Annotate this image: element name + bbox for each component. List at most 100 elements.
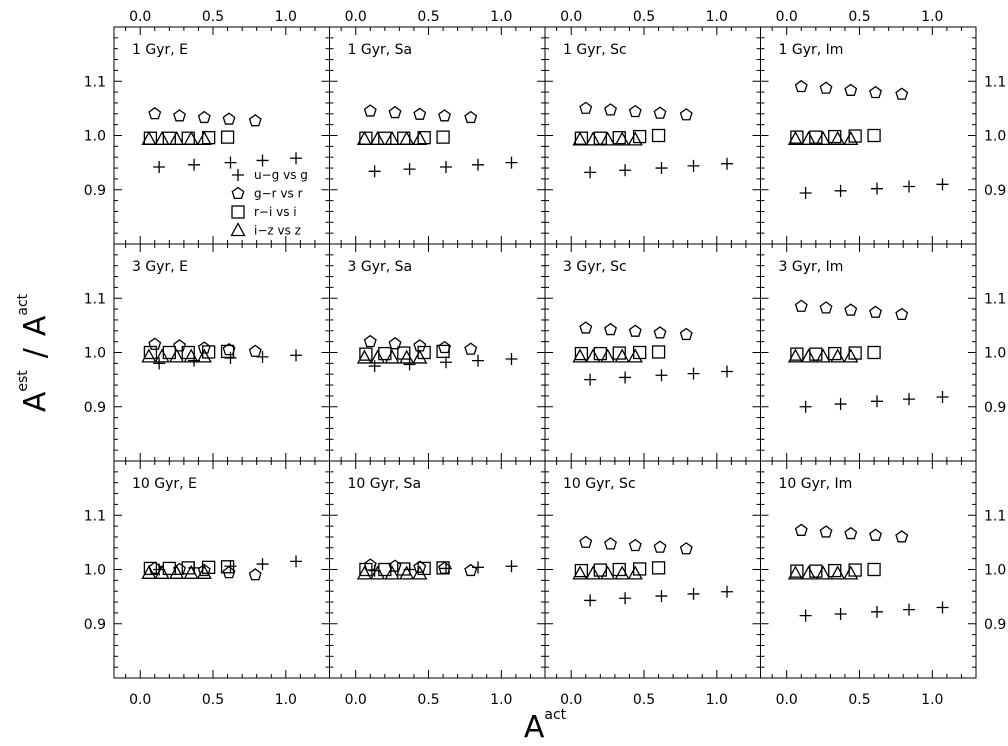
marker-plus — [256, 558, 269, 571]
marker-plus — [721, 365, 734, 378]
series-square — [790, 128, 881, 144]
y-tick-label-left: 1.1 — [84, 508, 106, 524]
marker-pentagon — [222, 112, 236, 125]
marker-triangle — [600, 348, 616, 363]
marker-square — [651, 128, 666, 143]
marker-triangle — [356, 349, 373, 364]
series-square — [790, 562, 881, 578]
marker-square — [809, 347, 823, 361]
marker-pentagon — [388, 337, 402, 350]
marker-triangle — [843, 565, 859, 580]
marker-plus — [153, 357, 166, 370]
marker-triangle — [843, 130, 859, 145]
marker-plus — [903, 393, 916, 406]
marker-pentagon — [844, 83, 858, 96]
marker-square — [574, 346, 589, 361]
marker-pentagon — [869, 528, 883, 541]
panel-title: 3 Gyr, Sc — [563, 259, 627, 275]
marker-square — [790, 130, 804, 144]
marker-plus — [290, 349, 303, 362]
series-triangle — [787, 565, 859, 580]
x-tick-label-bottom: 1.0 — [706, 692, 728, 708]
marker-triangle — [399, 349, 415, 364]
marker-pentagon — [231, 186, 245, 200]
marker-pentagon — [413, 107, 427, 120]
x-tick-label-top: 0.5 — [417, 9, 439, 25]
marker-triangle — [572, 131, 588, 146]
marker-plus — [721, 157, 734, 170]
series-plus — [368, 156, 518, 178]
x-tick-label-bottom: 0.0 — [776, 692, 798, 708]
marker-triangle — [830, 565, 846, 580]
series-triangle — [141, 130, 212, 145]
marker-plus — [439, 356, 452, 369]
legend: u−g vs g g−r vs r r−i vs i i−z vs z — [230, 168, 308, 238]
x-axis-label: Aact — [524, 707, 567, 745]
x-tick-label-bottom: 1.0 — [490, 692, 512, 708]
y-tick-label-right: 1.0 — [984, 346, 1006, 362]
marker-pentagon — [579, 101, 593, 114]
marker-square — [574, 563, 589, 578]
marker-triangle — [815, 348, 831, 363]
marker-triangle — [196, 130, 212, 145]
marker-square — [143, 561, 158, 576]
marker-triangle — [412, 565, 428, 580]
marker-triangle — [800, 130, 817, 145]
y-axis-label: Aest / Aact — [15, 293, 53, 412]
marker-triangle — [600, 565, 616, 580]
marker-pentagon — [653, 106, 667, 119]
marker-square — [181, 345, 195, 360]
marker-plus — [721, 585, 734, 598]
panel-title: 3 Gyr, Im — [779, 259, 844, 275]
panel: 10 Gyr, E — [113, 460, 330, 679]
series-square — [359, 344, 450, 361]
y-tick-label-left: 1.1 — [84, 74, 106, 90]
x-axis-label-base: A — [524, 710, 545, 745]
y-axis-label-num-sup: est — [15, 370, 31, 392]
marker-square — [436, 344, 450, 359]
marker-triangle — [183, 130, 199, 145]
y-tick-label-right: 1.1 — [984, 74, 1006, 90]
marker-pentagon — [604, 322, 617, 336]
marker-plus — [472, 354, 485, 367]
panel: 3 Gyr, Sc — [544, 243, 761, 462]
panel-title: 10 Gyr, Sa — [348, 476, 422, 492]
marker-pentagon — [679, 327, 693, 341]
marker-triangle — [141, 130, 157, 145]
y-tick-label-right: 0.9 — [984, 617, 1006, 633]
marker-plus — [584, 373, 597, 386]
x-tick-label-bottom: 0.5 — [848, 692, 870, 708]
x-axis-label-sup: act — [544, 707, 566, 723]
marker-pentagon — [628, 104, 642, 118]
marker-triangle — [800, 565, 817, 580]
marker-triangle — [412, 349, 428, 364]
marker-pentagon — [819, 525, 833, 538]
marker-triangle — [154, 130, 170, 145]
y-tick-label-right: 0.9 — [984, 400, 1006, 416]
y-tick-label-left: 0.9 — [84, 617, 106, 633]
legend-label: i−z vs z — [254, 224, 301, 238]
marker-plus — [799, 187, 812, 200]
series-plus — [799, 601, 949, 622]
y-axis-label-num-base: A — [18, 391, 53, 412]
marker-plus — [188, 158, 201, 171]
marker-triangle — [627, 565, 643, 580]
marker-triangle — [600, 131, 616, 146]
marker-square — [632, 562, 647, 576]
marker-plus — [834, 398, 847, 411]
marker-triangle — [369, 130, 386, 145]
marker-pentagon — [679, 108, 693, 121]
marker-plus — [224, 156, 237, 169]
marker-pentagon — [388, 105, 402, 119]
series-pentagon — [579, 321, 693, 341]
marker-pentagon — [844, 526, 858, 540]
series-pentagon — [363, 104, 478, 124]
x-tick-label-top: 0.0 — [560, 9, 582, 25]
marker-square — [436, 130, 450, 144]
marker-plus — [870, 395, 883, 408]
y-tick-label-left: 0.9 — [84, 400, 106, 416]
marker-square — [397, 346, 411, 360]
series-plus — [584, 365, 734, 386]
x-tick-label-bottom: 0.0 — [129, 692, 151, 708]
marker-square — [378, 131, 392, 145]
